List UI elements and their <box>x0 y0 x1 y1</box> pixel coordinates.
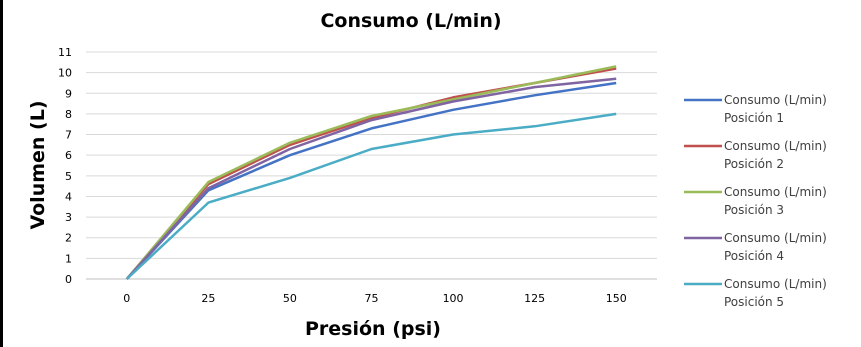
y-tick-label: 11 <box>58 46 72 59</box>
x-tick-label: 150 <box>606 292 627 305</box>
y-tick-label: 10 <box>58 67 72 80</box>
y-axis-ticks: 0 1 2 3 4 5 6 7 8 9 10 11 <box>58 46 72 286</box>
x-axis-ticks: 0 25 50 75 100 125 150 <box>123 292 626 305</box>
series-lines <box>125 65 617 280</box>
series-line-1 <box>125 81 617 280</box>
y-tick-label: 8 <box>65 108 72 121</box>
legend: Consumo (L/min) Posición 1 Consumo (L/min)… <box>684 93 827 309</box>
chart-title: Consumo (L/min) <box>320 10 501 32</box>
x-axis-title: Presión (psi) <box>305 318 441 340</box>
frame-border <box>0 0 3 347</box>
x-tick-label: 125 <box>524 292 545 305</box>
legend-item: Consumo (L/min) Posición 4 <box>684 231 827 263</box>
legend-label: Consumo (L/min) Posición 1 <box>724 93 827 125</box>
y-tick-label: 0 <box>65 273 72 286</box>
x-tick-label: 0 <box>123 292 130 305</box>
y-tick-label: 3 <box>65 211 72 224</box>
x-tick-label: 75 <box>365 292 379 305</box>
legend-label: Consumo (L/min) Posición 2 <box>724 139 827 171</box>
y-tick-label: 1 <box>65 252 72 265</box>
series-line-5 <box>125 112 617 280</box>
x-tick-label: 25 <box>201 292 215 305</box>
y-tick-label: 9 <box>65 87 72 100</box>
y-tick-label: 6 <box>65 149 72 162</box>
legend-label: Consumo (L/min) Posición 4 <box>724 231 827 263</box>
x-tick-label: 50 <box>283 292 297 305</box>
y-tick-label: 4 <box>65 190 72 203</box>
y-tick-label: 5 <box>65 170 72 183</box>
legend-label: Consumo (L/min) Posición 5 <box>724 277 827 309</box>
y-tick-label: 7 <box>65 129 72 142</box>
legend-item: Consumo (L/min) Posición 2 <box>684 139 827 171</box>
series-line-3 <box>125 65 617 280</box>
gridlines <box>86 51 657 280</box>
legend-item: Consumo (L/min) Posición 5 <box>684 277 827 309</box>
y-tick-label: 2 <box>65 232 72 245</box>
series-line-2 <box>125 67 617 280</box>
legend-label: Consumo (L/min) Posición 3 <box>724 185 827 217</box>
series-line-4 <box>125 77 617 280</box>
legend-item: Consumo (L/min) Posición 1 <box>684 93 827 125</box>
y-axis-title: Volumen (L) <box>27 100 49 229</box>
legend-item: Consumo (L/min) Posición 3 <box>684 185 827 217</box>
x-tick-label: 100 <box>443 292 464 305</box>
